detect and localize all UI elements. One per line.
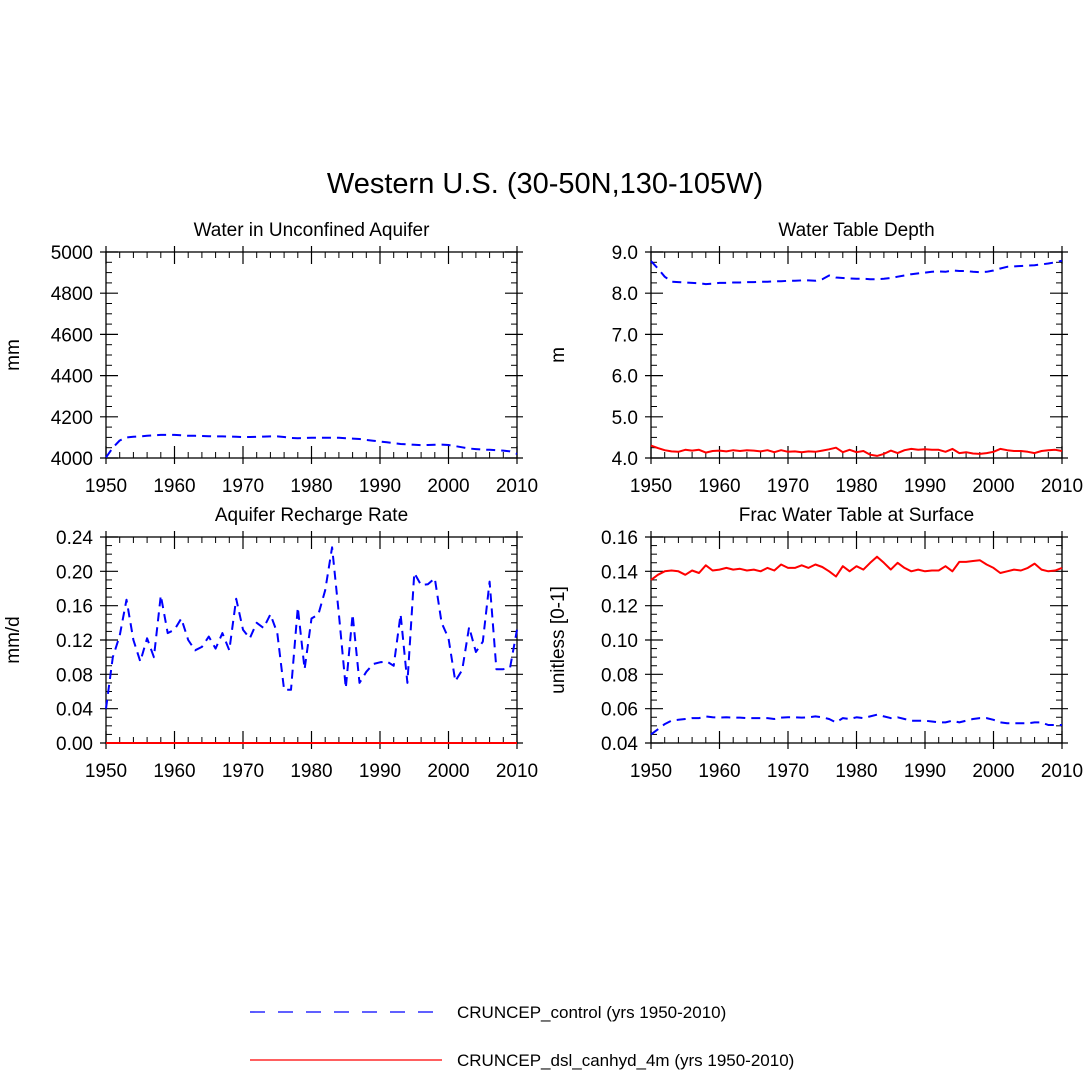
y-tick-label: 4.0: [612, 449, 638, 470]
x-tick-label: 1990: [359, 761, 401, 782]
y-tick-label: 4600: [51, 325, 93, 346]
y-tick-label: 0.00: [56, 734, 93, 755]
plot-frame: [650, 251, 1063, 459]
legend: CRUNCEP_control (yrs 1950-2010) CRUNCEP_…: [250, 1003, 794, 1070]
figure-title: Western U.S. (30-50N,130-105W): [326, 168, 764, 200]
y-tick-label: 0.08: [601, 665, 638, 686]
y-tick-label: 0.12: [601, 597, 638, 618]
plot-frame: [650, 536, 1063, 744]
x-tick-label: 1960: [698, 476, 740, 497]
x-tick-label: 1960: [153, 476, 195, 497]
panel-aquifer-recharge-rate: Aquifer Recharge Rate mm/d 1950 1960 1970 198…: [3, 505, 538, 782]
y-tick-label: 0.04: [56, 700, 93, 721]
y-tick-label: 9.0: [612, 243, 638, 264]
panel-title: Frac Water Table at Surface: [739, 505, 975, 526]
x-tick-label: 1950: [85, 761, 127, 782]
y-tick-label: 4200: [51, 408, 93, 429]
x-tick-label: 1970: [222, 761, 264, 782]
x-tick-label: 1980: [835, 476, 877, 497]
x-tick-label: 2000: [427, 761, 469, 782]
y-tick-label: 0.24: [56, 528, 93, 549]
series-line-dsl-canhyd: [650, 555, 1063, 581]
x-tick-label: 1980: [290, 761, 332, 782]
x-tick-label: 1970: [767, 761, 809, 782]
y-tick-label: 0.20: [56, 562, 93, 583]
x-tick-label: 1960: [153, 761, 195, 782]
series-line-control: [105, 433, 518, 458]
y-axis-label: mm/d: [3, 616, 24, 664]
panel-water-table-depth: Water Table Depth m 1950 1960 1970 1980 1990 20…: [548, 220, 1083, 497]
y-tick-label: 4400: [51, 367, 93, 388]
series-line-control: [650, 259, 1063, 286]
y-axis-label: mm: [3, 339, 24, 371]
x-tick-label: 2010: [496, 476, 538, 497]
plot-frame: [105, 536, 518, 744]
y-tick-label: 4000: [51, 449, 93, 470]
x-tick-label: 2000: [972, 476, 1014, 497]
x-tick-label: 1980: [835, 761, 877, 782]
panel-water-in-unconfined-aquifer: Water in Unconfined Aquifer mm 1950 1960 197…: [3, 220, 538, 497]
y-tick-label: 8.0: [612, 284, 638, 305]
x-tick-label: 2010: [1041, 761, 1083, 782]
x-tick-label: 1960: [698, 761, 740, 782]
legend-label-control: CRUNCEP_control (yrs 1950-2010): [457, 1003, 726, 1022]
x-tick-label: 2000: [427, 476, 469, 497]
y-tick-label: 7.0: [612, 325, 638, 346]
x-tick-label: 1990: [359, 476, 401, 497]
x-tick-label: 1970: [222, 476, 264, 497]
legend-label-dsl-canhyd: CRUNCEP_dsl_canhyd_4m (yrs 1950-2010): [457, 1051, 794, 1070]
y-tick-label: 0.16: [56, 597, 93, 618]
y-tick-label: 5000: [51, 243, 93, 264]
panel-title: Aquifer Recharge Rate: [215, 505, 408, 526]
panel-frac-water-table-at-surface: Frac Water Table at Surface unitless [0-1…: [548, 505, 1083, 782]
y-tick-label: 4800: [51, 284, 93, 305]
panel-title: Water Table Depth: [778, 220, 934, 241]
y-tick-label: 0.04: [601, 734, 638, 755]
x-tick-label: 1970: [767, 476, 809, 497]
series-line-control: [650, 713, 1062, 736]
y-tick-label: 0.12: [56, 631, 93, 652]
x-tick-label: 2010: [496, 761, 538, 782]
x-tick-label: 2000: [972, 761, 1014, 782]
y-tick-label: 0.10: [601, 631, 638, 652]
x-tick-label: 2010: [1041, 476, 1083, 497]
x-tick-label: 1990: [904, 761, 946, 782]
series-line-dsl-canhyd: [650, 444, 1063, 457]
panel-title: Water in Unconfined Aquifer: [194, 220, 431, 241]
y-tick-label: 0.14: [601, 562, 638, 583]
x-tick-label: 1990: [904, 476, 946, 497]
x-tick-label: 1950: [630, 476, 672, 497]
y-tick-label: 5.0: [612, 408, 638, 429]
series-line-control: [105, 546, 518, 709]
x-tick-label: 1950: [630, 761, 672, 782]
y-tick-label: 0.06: [601, 700, 638, 721]
y-tick-label: 6.0: [612, 367, 638, 388]
y-axis-label: m: [548, 347, 569, 363]
y-tick-label: 0.16: [601, 528, 638, 549]
y-tick-label: 0.08: [56, 665, 93, 686]
y-axis-label: unitless [0-1]: [548, 586, 569, 694]
x-tick-label: 1980: [290, 476, 332, 497]
x-tick-label: 1950: [85, 476, 127, 497]
plot-frame: [105, 251, 518, 459]
